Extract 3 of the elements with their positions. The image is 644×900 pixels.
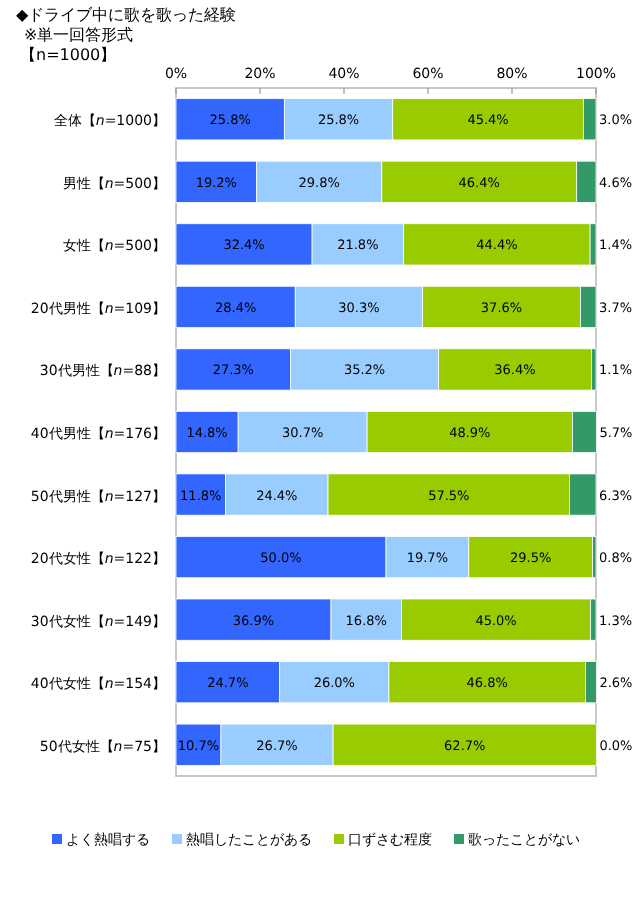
chart-subtitle: ※単一回答形式 [24,26,134,44]
text: 【n=1000】 [20,46,117,64]
chart-title: ◆ドライブ中に歌を歌った経験 [16,6,237,24]
